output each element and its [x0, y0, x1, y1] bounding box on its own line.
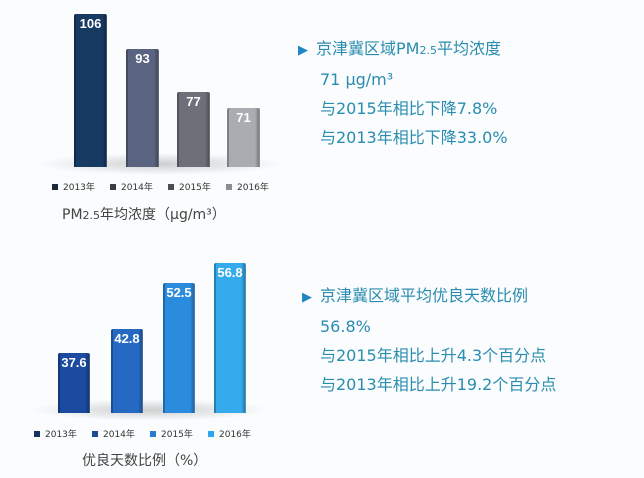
data-label: 56.8 [217, 265, 243, 280]
legend-label: 2015年 [179, 183, 211, 193]
bar-2013: 106 [74, 14, 107, 167]
legend-swatch [168, 183, 174, 190]
bar-2016: 56.8 [214, 263, 246, 413]
bullet-triangle-icon: ▶ [302, 290, 312, 305]
good-days-summary-heading: ▶ 京津冀区域平均优良天数比例 [302, 286, 529, 305]
pm25-vs-2013: 与2013年相比下降33.0% [320, 128, 508, 147]
legend: 2013年 2014年 2015年 2016年 [52, 180, 284, 193]
legend-label: 2013年 [63, 183, 95, 193]
legend-swatch [150, 430, 156, 437]
legend-item: 2014年 [110, 180, 168, 193]
data-label: 37.6 [61, 355, 87, 370]
pm25-chart-title: PM2.5年均浓度（μg/m³） [62, 207, 226, 223]
legend-label: 2016年 [237, 183, 269, 193]
pm25-summary: ▶ 京津冀区域PM2.5平均浓度 71 μg/m³ 与2015年相比下降7.8% … [298, 34, 508, 152]
data-label: 52.5 [166, 285, 192, 301]
legend-swatch [34, 430, 40, 437]
good-days-chart-title: 优良天数比例（%） [82, 453, 208, 469]
bar-2015: 52.5 [163, 283, 195, 413]
legend-swatch [92, 430, 98, 437]
data-label: 93 [135, 50, 150, 66]
pm25-summary-heading: ▶ 京津冀区域PM2.5平均浓度 [298, 39, 501, 58]
bar-2014: 42.8 [111, 328, 143, 413]
bullet-triangle-icon: ▶ [298, 43, 308, 58]
legend-label: 2013年 [45, 430, 77, 440]
legend-item: 2014年 [92, 427, 150, 440]
legend-item: 2015年 [168, 180, 226, 193]
legend-item: 2013年 [34, 427, 92, 440]
legend-swatch [52, 183, 58, 190]
good-days-value: 56.8% [320, 317, 371, 336]
data-label: 42.8 [114, 330, 140, 346]
legend-item: 2016年 [208, 427, 266, 440]
bar-2016: 71 [227, 107, 260, 167]
bar-2013: 37.6 [58, 353, 90, 413]
legend-label: 2016年 [219, 430, 251, 440]
legend-swatch [226, 183, 232, 190]
legend-item: 2013年 [52, 180, 110, 193]
pm25-value: 71 μg/m³ [320, 70, 394, 89]
legend-label: 2015年 [161, 430, 193, 440]
data-label: 71 [236, 109, 251, 125]
pm25-vs-2015: 与2015年相比下降7.8% [320, 99, 498, 118]
legend-item: 2015年 [150, 427, 208, 440]
legend: 2013年 2014年 2015年 2016年 [34, 427, 266, 440]
good-days-summary: ▶ 京津冀区域平均优良天数比例 56.8% 与2015年相比上升4.3个百分点 与… [302, 281, 556, 399]
good-days-vs-2015: 与2015年相比上升4.3个百分点 [320, 346, 547, 365]
good-days-vs-2013: 与2013年相比上升19.2个百分点 [320, 375, 557, 394]
data-label: 106 [79, 16, 102, 31]
bar-2015: 77 [177, 91, 210, 167]
bar-2014: 93 [126, 48, 159, 167]
data-label: 77 [186, 93, 201, 109]
bar-shadow [30, 399, 270, 421]
legend-swatch [208, 430, 214, 437]
legend-label: 2014年 [103, 430, 135, 440]
legend-item: 2016年 [226, 180, 284, 193]
legend-label: 2014年 [121, 183, 153, 193]
legend-swatch [110, 183, 116, 190]
